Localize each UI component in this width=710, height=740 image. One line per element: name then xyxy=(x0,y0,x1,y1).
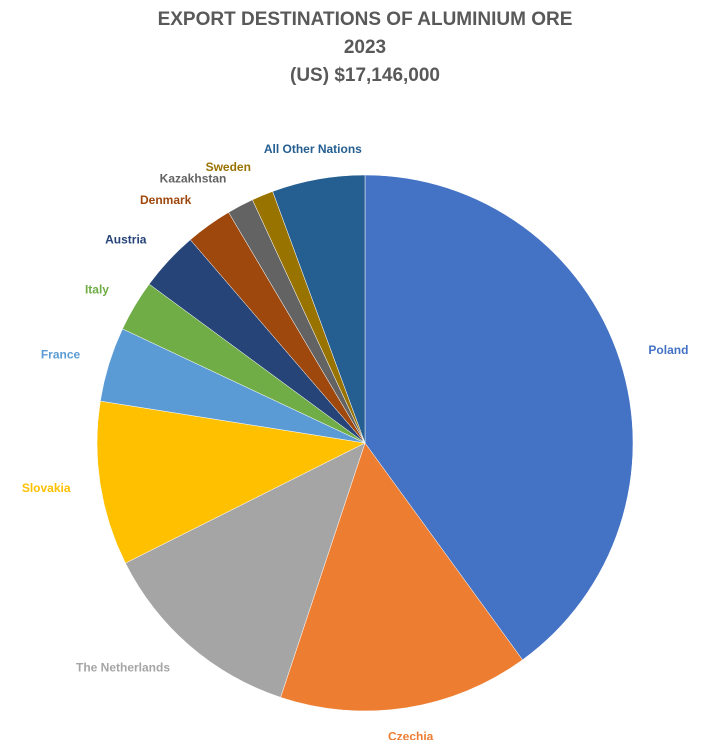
chart-title: (US) $17,146,000 xyxy=(290,65,440,86)
chart-title: 2023 xyxy=(344,37,386,58)
slice-label: Slovakia xyxy=(22,481,71,495)
slice-label: France xyxy=(41,348,81,362)
slice-label: Poland xyxy=(648,343,688,357)
pie-slice xyxy=(125,442,366,698)
slice-label: Czechia xyxy=(388,730,434,740)
slice-label: Italy xyxy=(85,283,109,297)
slice-label: Sweden xyxy=(206,160,251,174)
pie-slice xyxy=(280,442,523,712)
pie-slice xyxy=(364,174,634,661)
slice-label: Denmark xyxy=(140,193,192,207)
pie-slice xyxy=(272,174,366,444)
slice-label: The Netherlands xyxy=(76,661,170,675)
slice-label: All Other Nations xyxy=(264,142,362,156)
chart-title: EXPORT DESTINATIONS OF ALUMINIUM ORE xyxy=(158,9,573,30)
slice-label: Kazakhstan xyxy=(160,171,227,185)
slice-label: Austria xyxy=(105,233,147,247)
pie-slice xyxy=(96,400,366,564)
